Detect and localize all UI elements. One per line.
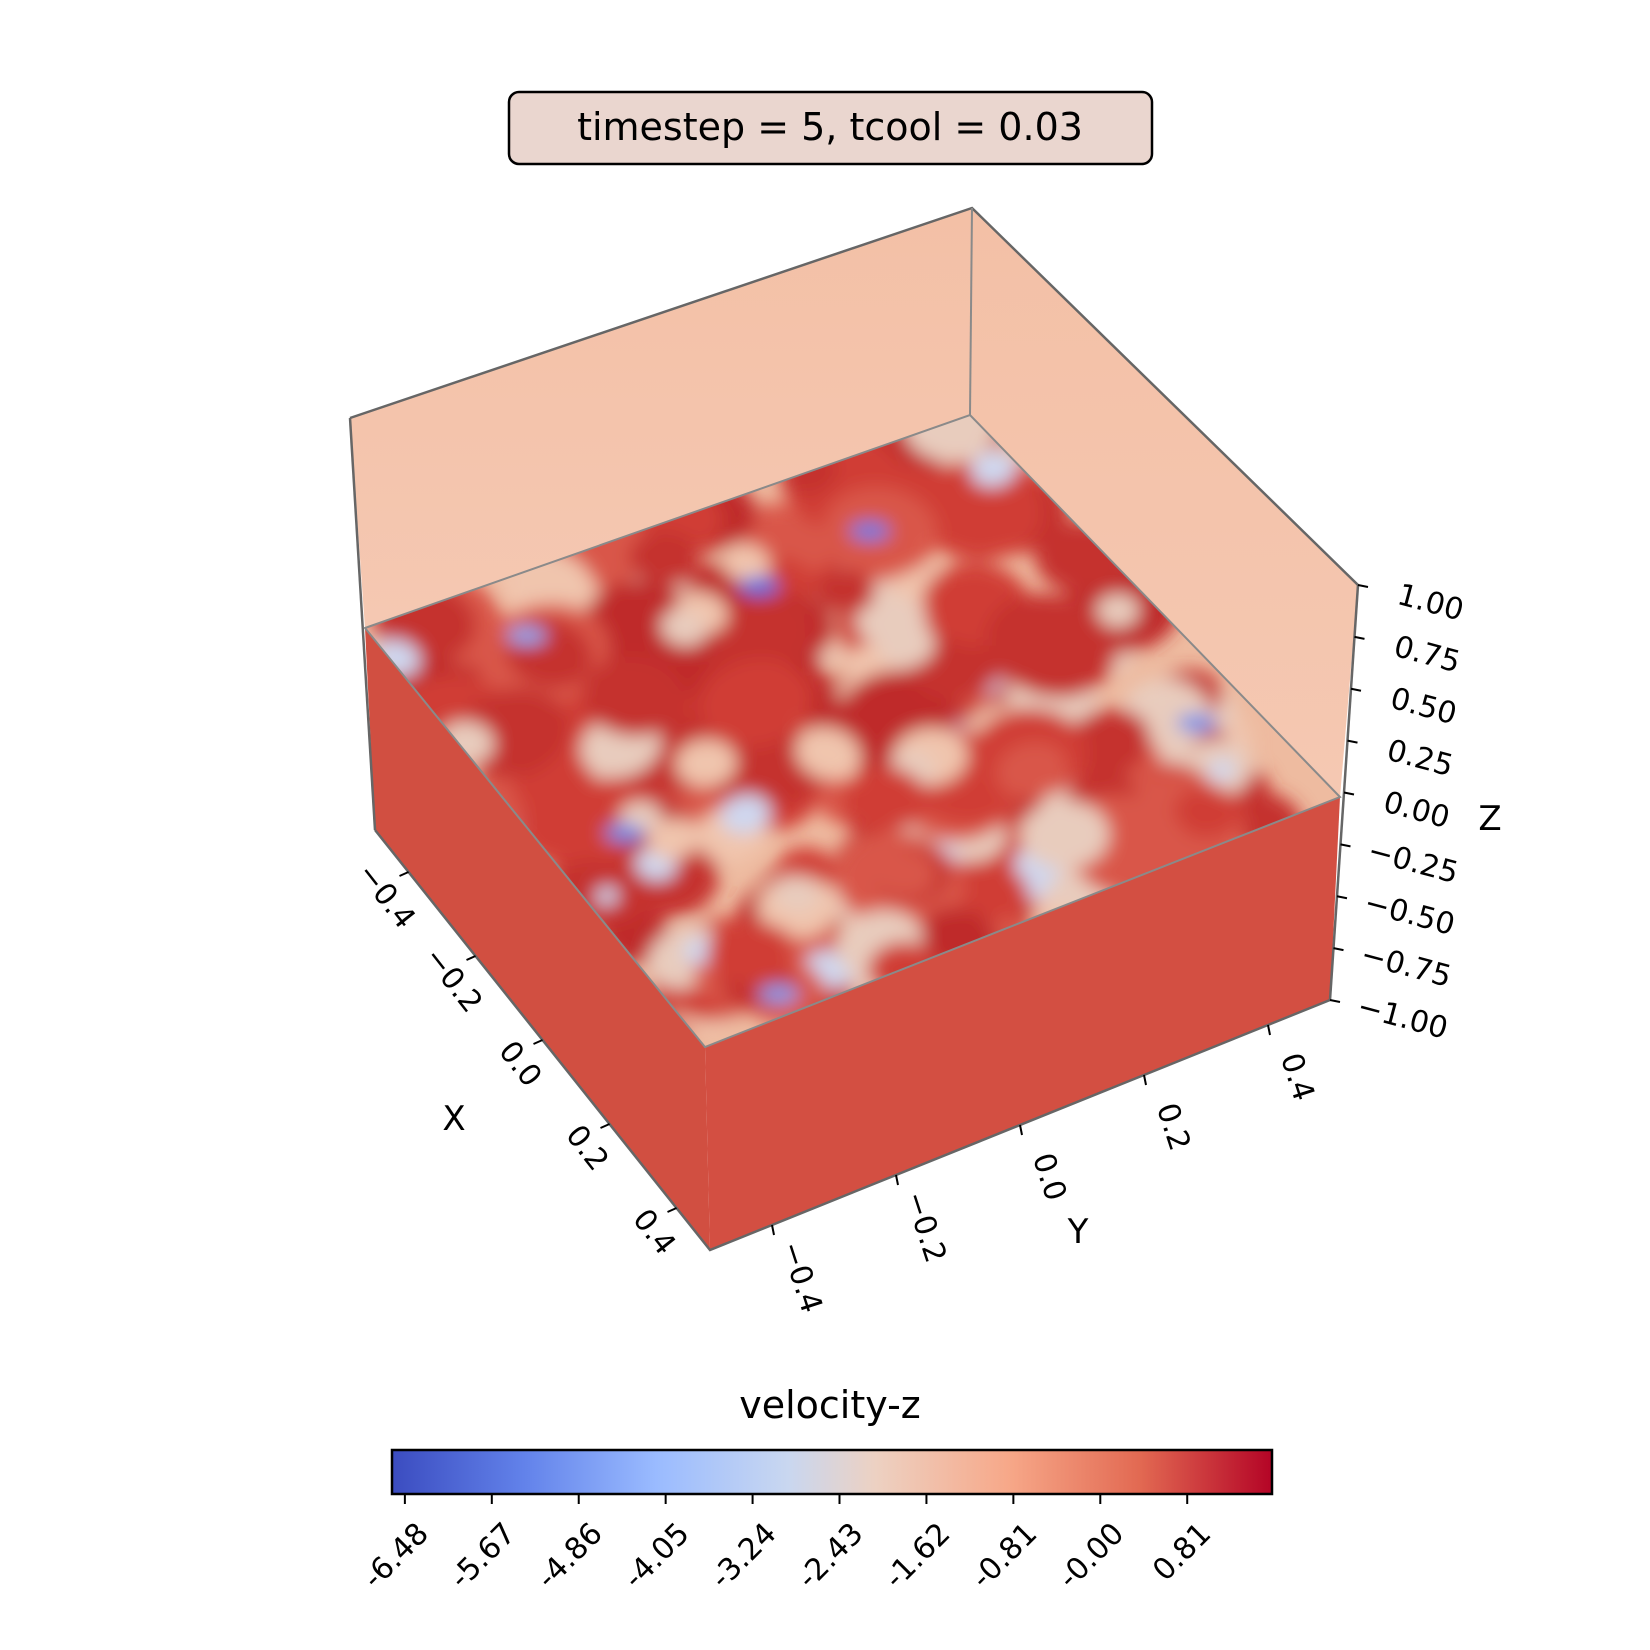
y-tick-label: 0.4 bbox=[1273, 1049, 1321, 1105]
z-tick bbox=[1329, 999, 1341, 1003]
field-patch bbox=[873, 849, 937, 898]
colorbar-tick-label: -1.62 bbox=[878, 1516, 958, 1596]
y-tick bbox=[1267, 1024, 1271, 1036]
field-patch-low bbox=[849, 522, 890, 541]
field-patch bbox=[842, 766, 927, 832]
z-tick-label: −1.00 bbox=[1354, 989, 1452, 1047]
z-tick-label: 0.25 bbox=[1383, 733, 1457, 784]
field-patch-low bbox=[604, 823, 645, 842]
colorbar-label: velocity-z bbox=[739, 1383, 921, 1427]
colorbar-gradient bbox=[390, 1448, 1274, 1496]
field-patch bbox=[795, 727, 861, 780]
x-tick-label: 0.2 bbox=[559, 1119, 616, 1178]
front-face-y bbox=[705, 797, 1340, 1250]
field-patch bbox=[772, 875, 820, 913]
back-walls bbox=[350, 208, 1358, 797]
field-patch bbox=[581, 656, 685, 737]
z-tick-label: −0.75 bbox=[1357, 937, 1455, 995]
x-axis-label: X bbox=[442, 1099, 465, 1139]
field-patch bbox=[709, 593, 812, 674]
x-tick bbox=[533, 1039, 543, 1045]
colorbar-tick-label: -0.81 bbox=[965, 1516, 1045, 1596]
field-patch-low bbox=[738, 577, 779, 596]
field-patch bbox=[1173, 786, 1240, 838]
velocity-field bbox=[371, 415, 1304, 1037]
colorbar-ticks: -6.48 -5.67 -4.86 -4.05 -3.24 -2.43 -1.62 -0.81… bbox=[356, 1494, 1218, 1596]
field-patch bbox=[815, 568, 876, 615]
z-tick-label: 0.00 bbox=[1380, 785, 1454, 836]
x-tick bbox=[600, 1123, 610, 1129]
colorbar-tick-label: -0.00 bbox=[1052, 1516, 1132, 1596]
field-patch bbox=[517, 782, 618, 865]
y-tick bbox=[1143, 1074, 1147, 1086]
z-tick-label: 0.75 bbox=[1390, 629, 1464, 680]
field-patch bbox=[995, 741, 1068, 799]
field-patch bbox=[912, 460, 1042, 561]
field-patch bbox=[647, 818, 700, 860]
field-patch bbox=[720, 794, 771, 834]
inner-edges bbox=[363, 207, 1342, 1049]
colorbar-tick-label: 0.81 bbox=[1146, 1516, 1218, 1588]
z-axis-label: Z bbox=[1478, 799, 1501, 839]
back-wall-right bbox=[970, 208, 1358, 797]
y-tick bbox=[895, 1174, 899, 1186]
field-patch bbox=[1026, 882, 1048, 900]
y-tick-label: −0.2 bbox=[897, 1187, 953, 1267]
z-tick bbox=[1347, 739, 1358, 744]
z-tick bbox=[1343, 791, 1355, 796]
z-tick bbox=[1357, 584, 1369, 588]
z-tick-label: −0.50 bbox=[1361, 885, 1459, 943]
z-tick bbox=[1354, 635, 1365, 640]
x-tick bbox=[399, 871, 409, 877]
field-patch-low bbox=[758, 985, 799, 1004]
chart-title: timestep = 5, tcool = 0.03 bbox=[577, 105, 1083, 149]
field-patch bbox=[706, 920, 792, 985]
x-tick-label: 0.4 bbox=[626, 1203, 683, 1262]
x-tick bbox=[466, 955, 476, 961]
colorbar: velocity-z -6.48 -5.67 -4.86 -4.05 -3.24 -2.4… bbox=[356, 1383, 1274, 1596]
z-tick-label: 0.50 bbox=[1387, 681, 1461, 732]
colorbar-tick-label: -5.67 bbox=[443, 1516, 523, 1596]
y-tick-label: 0.0 bbox=[1025, 1149, 1073, 1205]
front-faces bbox=[365, 628, 1340, 1250]
z-tick bbox=[1340, 843, 1351, 848]
x-tick bbox=[667, 1207, 677, 1213]
colorbar-tick-label: -4.86 bbox=[530, 1516, 610, 1596]
colorbar-tick-label: -6.48 bbox=[356, 1516, 436, 1596]
z-tick bbox=[1336, 895, 1348, 900]
field-patch bbox=[904, 415, 999, 461]
field-patch bbox=[700, 659, 813, 747]
field-patch bbox=[970, 450, 1017, 487]
field-patch bbox=[675, 739, 737, 787]
z-tick bbox=[1333, 947, 1344, 952]
y-tick-label: 0.2 bbox=[1149, 1099, 1197, 1155]
z-tick-label: 1.00 bbox=[1394, 577, 1468, 628]
colorbar-tick-label: -4.05 bbox=[617, 1516, 697, 1596]
field-patch-low bbox=[1176, 714, 1217, 733]
field-patch bbox=[595, 886, 619, 906]
field-patch bbox=[1095, 593, 1140, 628]
field-patch bbox=[629, 530, 701, 586]
title-box: timestep = 5, tcool = 0.03 bbox=[507, 90, 1154, 166]
field-patch bbox=[878, 623, 935, 668]
colorbar-tick-label: -3.24 bbox=[704, 1516, 784, 1596]
y-tick bbox=[771, 1224, 775, 1236]
field-patch bbox=[985, 593, 1116, 698]
front-face-x bbox=[365, 628, 710, 1250]
field-patch bbox=[721, 543, 771, 583]
back-wall-left bbox=[350, 208, 972, 628]
x-tick-label: 0.0 bbox=[492, 1035, 549, 1094]
y-axis-label: Y bbox=[1067, 1212, 1089, 1252]
field-patch bbox=[660, 609, 707, 647]
z-tick-label: −0.25 bbox=[1364, 833, 1462, 891]
z-tick bbox=[1350, 687, 1362, 692]
field-patch-low bbox=[506, 626, 547, 645]
z-slice-surface bbox=[365, 415, 1340, 1047]
field-patch bbox=[1208, 759, 1235, 781]
y-tick bbox=[1019, 1124, 1023, 1136]
y-tick-label: −0.4 bbox=[773, 1237, 829, 1317]
field-patch bbox=[1020, 800, 1110, 869]
colorbar-tick-label: -2.43 bbox=[791, 1516, 871, 1596]
